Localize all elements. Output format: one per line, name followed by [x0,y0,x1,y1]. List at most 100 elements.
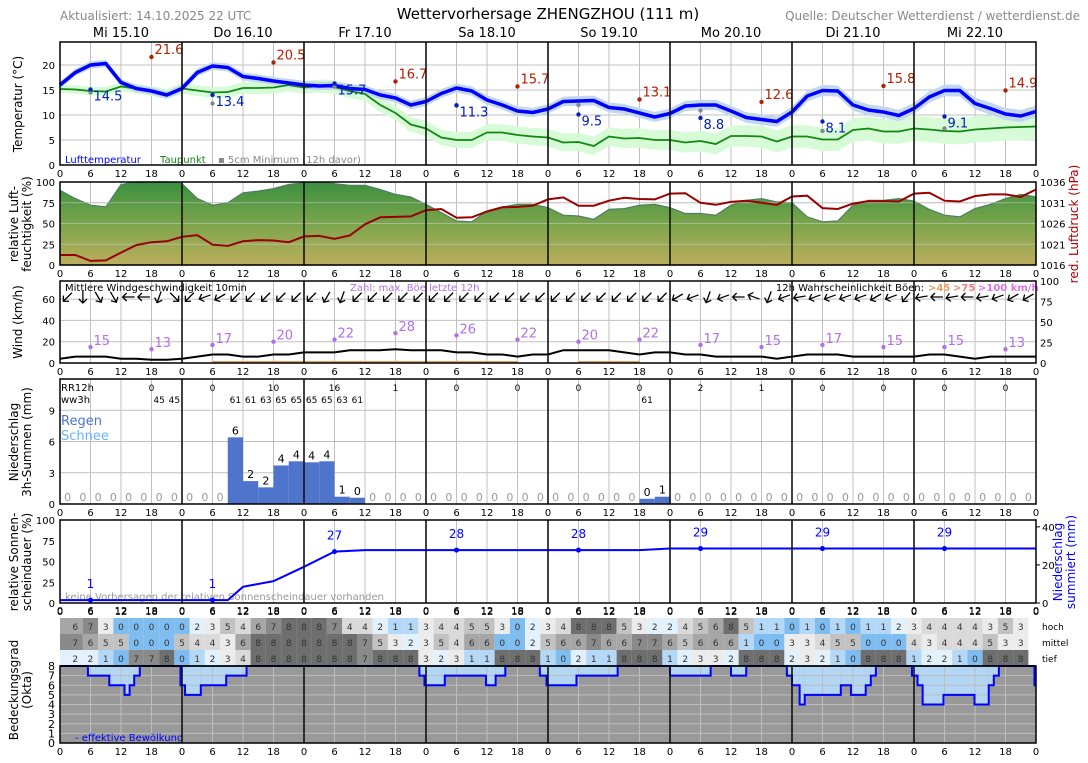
gust-point [149,346,154,352]
legend-snow: Schnee [61,429,109,444]
cloud-cell-value: 3 [423,639,429,649]
cloud-cell-value: 3 [423,623,429,633]
min-5cm-point [698,108,703,113]
cloud-cell-tief [509,650,526,666]
cloud-cell-value: 4 [926,623,932,633]
precip-hour-tick: 6 [819,508,825,519]
wind-arrow-shape [975,293,989,302]
temp-hour-tick: 6 [575,169,581,180]
wind-arrow-shape [94,291,104,303]
wind-arrow-shape [581,292,591,302]
cloud-cell-value: 3 [1003,639,1009,649]
temp-hour-tick: 12 [481,169,494,180]
precip-bar-label: 0 [766,491,773,504]
humidity-hour-tick: 6 [331,269,337,280]
cloud-cell-value: 2 [820,655,826,665]
humidity-hour-tick: 0 [789,269,795,280]
cloud-cell-hoch [936,618,953,634]
cloud-cell-tief [631,650,648,666]
cloud-cell-mittel [464,634,480,650]
cloud-cell-value: 1 [545,655,551,665]
cumulative-precip-label: 1 [209,577,217,591]
rr12h-value: 10 [268,384,280,394]
wind-arrow-shape [777,293,791,303]
cloud-cell-hoch [387,618,404,634]
humidity-hour-tick: 6 [209,269,215,280]
cloud-cell-mittel [143,634,160,650]
cloud-cell-tief [647,650,663,666]
wind-arrow-shape [78,291,88,304]
wind-direction-arrow-icon [747,291,760,301]
precip-hour-tick: 0 [667,508,673,519]
cloud-cell-value: 7 [332,623,338,633]
cloud-cell-mittel [967,634,983,650]
cloud-cell-value: 7 [88,623,94,633]
cloud-cell-value: 4 [240,623,246,633]
cloud-cell-value: 0 [133,623,139,633]
wind-arrow-shape [306,292,317,302]
cloud-cell-mittel [555,634,571,650]
cloud-hour-tick: 18 [999,606,1012,617]
cloud-cell-value: 6 [484,639,490,649]
cloud-cell-mittel [830,634,846,650]
sunshine-frame [59,519,1037,604]
cloud-cell-value: 3 [1018,639,1024,649]
ww3h-code: 63 [260,396,271,406]
temp-hour-tick: 0 [545,169,551,180]
min-temp-label: 11.3 [460,106,489,121]
cloud-cell-mittel [677,634,693,650]
sunshine-hour-tick: 18 [389,607,402,618]
cloud-cell-mittel [159,634,175,650]
updated-timestamp: Aktualisiert: 14.10.2025 22 UTC [60,9,251,23]
precip-bar [227,437,243,504]
cloud-hour-tick: 18 [877,606,890,617]
cumulative-precip-point [820,546,825,552]
okta-hour-tick: 18 [999,747,1012,758]
precip-ytick-label: 0 [49,500,55,511]
cumulative-precip-point [698,546,703,552]
cloud-cell-hoch [616,618,632,634]
wind-hour-tick: 0 [545,367,551,378]
wind-direction-arrow-icon [914,293,928,302]
cloud-cell-value: 8 [255,655,261,665]
precip-frame [59,378,1037,505]
wind-direction-arrow-icon [337,291,346,304]
precip-hour-tick: 12 [359,508,372,519]
okta-hour-tick: 0 [545,747,551,758]
cloud-cell-value: 1 [743,639,749,649]
cloud-cell-value: 6 [728,639,734,649]
cloud-hour-tick: 0 [301,606,307,617]
wind-hour-tick: 18 [755,367,768,378]
rr12h-value: 0 [1003,384,1009,394]
okta-hour-tick: 6 [87,747,93,758]
precip-bar-label: 0 [415,491,422,504]
temp-hour-tick: 12 [603,169,616,180]
humidity-hour-tick: 0 [57,269,63,280]
cloud-cell-value: 4 [972,639,978,649]
wind-arrow-shape [686,293,699,303]
precip-hour-tick: 12 [969,508,982,519]
cloud-cell-value: 2 [72,655,78,665]
cloud-cell-value: 3 [103,623,109,633]
cloud-cell-value: 6 [621,639,627,649]
cloud-cell-mittel [82,634,99,650]
wind-hour-tick: 6 [575,367,581,378]
wind-arrow-shape [671,293,684,303]
cloud-cell-mittel [906,634,922,650]
cloud-cell-mittel [647,634,663,650]
rr12h-value: 0 [515,384,521,394]
okta-hour-tick: 6 [209,747,215,758]
gust-point [637,337,642,342]
precip-hour-tick: 0 [57,508,63,519]
cloud-cell-value: 2 [438,655,444,665]
cloud-cell-value: 0 [560,655,566,665]
okta-hour-tick: 18 [267,747,280,758]
max-temp-point [149,54,154,60]
wind-hour-tick: 0 [301,367,307,378]
cloud-cell-mittel [723,634,739,650]
temp-ytick-label: 15 [42,86,55,97]
cloud-cell-hoch [82,618,99,634]
cloud-cell-mittel [570,634,587,650]
legend-gust-probability: 12h Wahrscheinlichkeit Böen: [776,283,924,294]
wind-hour-tick: 12 [237,367,250,378]
